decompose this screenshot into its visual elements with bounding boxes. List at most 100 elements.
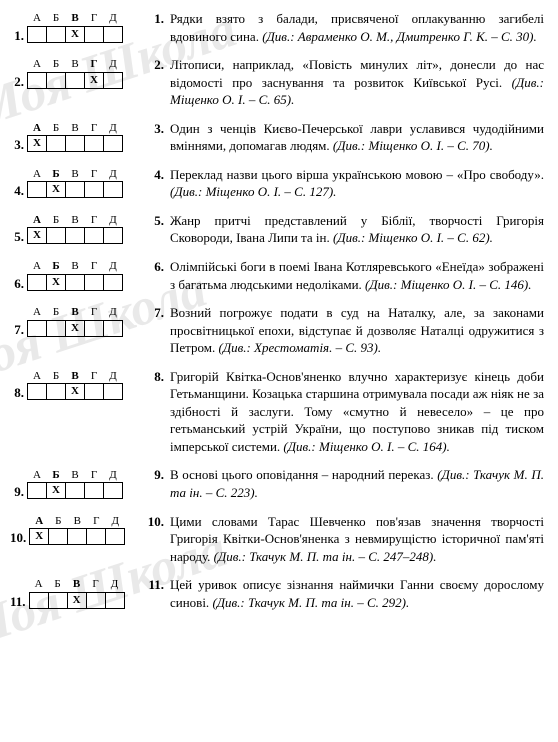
explanation-block: 3.Один з ченців Києво-Печерської лаври у… bbox=[134, 120, 544, 155]
answer-grid-wrap: 3.АБВГДХ bbox=[10, 120, 134, 153]
grid-header: В bbox=[66, 260, 85, 274]
grid-cell: Х bbox=[66, 26, 85, 42]
question-row: 7.АБВГДХ7.Возний погрожує подати в суд н… bbox=[10, 304, 544, 357]
explanation-number: 8. bbox=[146, 368, 164, 456]
grid-cell bbox=[104, 26, 123, 42]
grid-header: Г bbox=[85, 468, 104, 482]
answer-grid-wrap: 7.АБВГДХ bbox=[10, 304, 134, 337]
grid-header: В bbox=[66, 168, 85, 182]
explanation-block: 10.Цими словами Тарас Шевченко пов'язав … bbox=[134, 513, 544, 566]
grid-cell bbox=[106, 529, 125, 545]
grid-header: Г bbox=[85, 12, 104, 26]
grid-cell bbox=[28, 384, 47, 400]
explanation-text: Жанр притчі представлений у Біблії, твор… bbox=[170, 212, 544, 247]
grid-cell bbox=[104, 182, 123, 198]
grid-cell bbox=[28, 72, 47, 88]
grid-cell bbox=[85, 26, 104, 42]
grid-header: В bbox=[66, 370, 85, 384]
grid-header: В bbox=[66, 58, 85, 72]
grid-cell bbox=[28, 482, 47, 498]
grid-cell bbox=[28, 274, 47, 290]
explanation-main: Літописи, наприклад, «Повість минулих лі… bbox=[170, 57, 544, 90]
grid-cell: Х bbox=[85, 72, 104, 88]
grid-cell bbox=[66, 228, 85, 244]
explanation-ref: (Див.: Міщенко О. І. – С. 70). bbox=[333, 138, 493, 153]
explanation-number: 6. bbox=[146, 258, 164, 293]
question-row: 8.АБВГДХ8.Григорій Квітка-Основ'яненко в… bbox=[10, 368, 544, 456]
explanation-block: 7.Возний погрожує подати в суд на Наталк… bbox=[134, 304, 544, 357]
grid-header: Б bbox=[47, 214, 66, 228]
explanation-block: 9.В основі цього оповідання – народний п… bbox=[134, 466, 544, 501]
explanation-text: В основі цього оповідання – народний пер… bbox=[170, 466, 544, 501]
question-row: 4.АБВГДХ4.Переклад назви цього вірша укр… bbox=[10, 166, 544, 201]
grid-cell bbox=[104, 274, 123, 290]
explanation-block: 6.Олімпійські боги в поемі Івана Котляре… bbox=[134, 258, 544, 293]
question-row: 2.АБВГДХ2.Літописи, наприклад, «Повість … bbox=[10, 56, 544, 109]
grid-header: Б bbox=[47, 122, 66, 136]
explanation-ref: (Див.: Ткачук М. П. та ін. – С. 292). bbox=[212, 595, 409, 610]
grid-header: Б bbox=[47, 168, 66, 182]
grid-header: А bbox=[28, 468, 47, 482]
grid-cell bbox=[47, 72, 66, 88]
explanation-number: 3. bbox=[146, 120, 164, 155]
grid-header: Г bbox=[85, 214, 104, 228]
answer-grid-wrap: 5.АБВГДХ bbox=[10, 212, 134, 245]
grid-header: В bbox=[66, 12, 85, 26]
grid-number: 2. bbox=[10, 75, 24, 89]
explanation-block: 8.Григорій Квітка-Основ'яненко влучно ха… bbox=[134, 368, 544, 456]
grid-header: В bbox=[66, 468, 85, 482]
question-row: 10.АБВГДХ10.Цими словами Тарас Шевченко … bbox=[10, 513, 544, 566]
grid-cell: Х bbox=[66, 384, 85, 400]
question-row: 11.АБВГДХ11.Цей уривок описує зізнання н… bbox=[10, 576, 544, 611]
grid-header: Г bbox=[86, 578, 105, 592]
grid-number: 4. bbox=[10, 184, 24, 198]
grid-cell bbox=[85, 136, 104, 152]
grid-cell bbox=[85, 274, 104, 290]
explanation-block: 11.Цей уривок описує зізнання наймички Г… bbox=[134, 576, 544, 611]
grid-cell: Х bbox=[67, 592, 86, 608]
grid-header: Д bbox=[105, 578, 124, 592]
explanation-main: В основі цього оповідання – народний пер… bbox=[170, 467, 437, 482]
grid-header: В bbox=[66, 214, 85, 228]
grid-number: 6. bbox=[10, 277, 24, 291]
grid-header: Б bbox=[47, 468, 66, 482]
grid-header: Д bbox=[104, 12, 123, 26]
grid-cell: Х bbox=[28, 228, 47, 244]
grid-cell bbox=[66, 136, 85, 152]
answer-grid: АБВГДХ bbox=[27, 58, 123, 89]
grid-header: А bbox=[28, 260, 47, 274]
answer-grid: АБВГДХ bbox=[27, 168, 123, 199]
grid-cell bbox=[47, 384, 66, 400]
answer-grid: АБВГДХ bbox=[29, 578, 125, 609]
explanation-text: Цей уривок описує зізнання наймички Ганн… bbox=[170, 576, 544, 611]
grid-cell bbox=[48, 592, 67, 608]
grid-header: А bbox=[29, 578, 48, 592]
grid-header: В bbox=[66, 306, 85, 320]
grid-header: В bbox=[67, 578, 86, 592]
grid-header: Д bbox=[104, 58, 123, 72]
grid-cell bbox=[47, 228, 66, 244]
grid-cell bbox=[104, 228, 123, 244]
explanation-number: 2. bbox=[146, 56, 164, 109]
grid-cell bbox=[28, 26, 47, 42]
question-row: 6.АБВГДХ6.Олімпійські боги в поемі Івана… bbox=[10, 258, 544, 293]
grid-header: Д bbox=[104, 214, 123, 228]
explanation-ref: (Див.: Авраменко О. М., Дмитренко Г. К. … bbox=[262, 29, 537, 44]
grid-cell bbox=[85, 482, 104, 498]
grid-header: Г bbox=[87, 515, 106, 529]
grid-cell bbox=[47, 320, 66, 336]
grid-header: Б bbox=[47, 12, 66, 26]
grid-header: Б bbox=[47, 370, 66, 384]
explanation-ref: (Див.: Міщенко О. І. – С. 146). bbox=[365, 277, 531, 292]
grid-cell bbox=[66, 274, 85, 290]
grid-cell bbox=[28, 182, 47, 198]
explanation-block: 2.Літописи, наприклад, «Повість минулих … bbox=[134, 56, 544, 109]
grid-header: В bbox=[68, 515, 87, 529]
grid-number: 9. bbox=[10, 485, 24, 499]
grid-cell bbox=[85, 320, 104, 336]
question-row: 1.АБВГДХ1.Рядки взято з балади, присвяче… bbox=[10, 10, 544, 45]
explanation-block: 1.Рядки взято з балади, присвяченої опла… bbox=[134, 10, 544, 45]
grid-header: Г bbox=[85, 122, 104, 136]
answer-grid-wrap: 11.АБВГДХ bbox=[10, 576, 134, 609]
grid-cell bbox=[66, 182, 85, 198]
